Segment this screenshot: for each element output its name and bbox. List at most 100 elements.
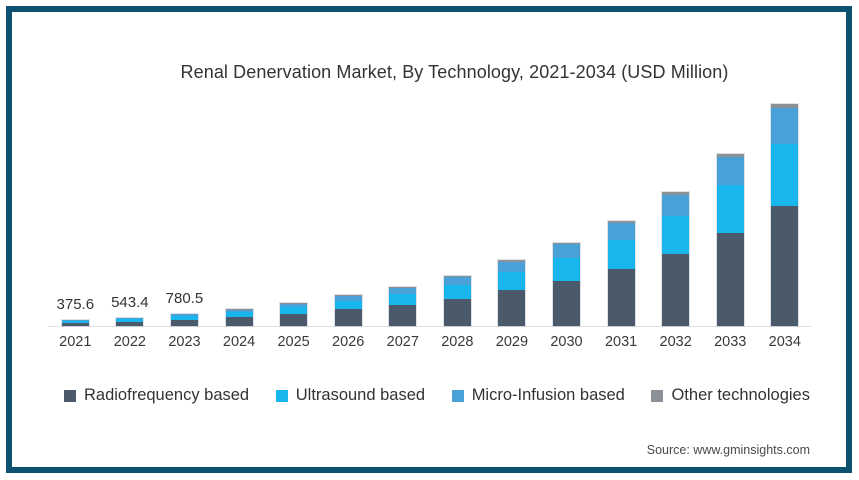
bar-slot-2022: 543.4 <box>103 104 158 326</box>
bar-segment-2032-radiofrequency-based <box>662 253 690 326</box>
bar-segment-2026-ultrasound-based <box>334 300 362 310</box>
bar-segment-2021-ultrasound-based <box>61 321 89 323</box>
bar-segment-2032-other-technologies <box>662 192 690 195</box>
x-tick-label-2034: 2034 <box>768 334 801 350</box>
x-tick-label-2029: 2029 <box>495 334 529 350</box>
bar-slot-2025 <box>266 104 321 326</box>
bar-segment-2026-micro-infusion-based <box>334 296 362 301</box>
legend-label: Micro-Infusion based <box>471 386 625 404</box>
bar-segment-2023-micro-infusion-based <box>170 314 198 317</box>
bar-slot-2026 <box>321 104 376 326</box>
bar-slot-2033 <box>703 104 758 326</box>
bar-slot-2028 <box>430 104 485 326</box>
plot-area: 375.6 543.4 780.5 <box>48 104 812 327</box>
bar-slot-2031 <box>594 104 649 326</box>
legend-label: Other technologies <box>671 386 810 404</box>
bar-segment-2028-micro-infusion-based <box>443 276 471 285</box>
bar-segment-2025-micro-infusion-based <box>280 303 308 308</box>
bar-segment-2029-ultrasound-based <box>498 272 526 291</box>
legend-label: Ultrasound based <box>295 386 426 404</box>
source-note: Source: www.gminsights.com <box>646 443 810 457</box>
x-tick-label-2027: 2027 <box>386 334 419 350</box>
bar-segment-2023-ultrasound-based <box>170 316 198 320</box>
bar-segment-2030-micro-infusion-based <box>552 244 580 258</box>
x-tick-label-2022: 2022 <box>113 334 146 350</box>
bar-segment-2030-radiofrequency-based <box>552 280 580 326</box>
bar-segment-2033-ultrasound-based <box>716 184 744 233</box>
x-tick-label-2021: 2021 <box>59 334 92 350</box>
bar-segment-2026-radiofrequency-based <box>334 309 362 326</box>
x-tick-label-2026: 2026 <box>332 334 365 350</box>
legend-item-ultrasound-based: Ultrasound based <box>275 386 426 405</box>
bar-slot-2029 <box>485 104 540 326</box>
bar-segment-2022-micro-infusion-based <box>116 317 144 320</box>
bar-segment-2029-micro-infusion-based <box>498 261 526 273</box>
bar-2026 <box>334 295 362 326</box>
bar-segment-2024-micro-infusion-based <box>225 309 253 313</box>
legend-label: Radiofrequency based <box>84 386 250 404</box>
bar-slot-2021: 375.6 <box>48 104 103 326</box>
x-axis: 2021 2022 2023 2024 2025 2026 2027 2028 2029 2030… <box>48 334 812 350</box>
bar-segment-2031-ultrasound-based <box>607 240 635 270</box>
bar-segment-2022-radiofrequency-based <box>116 321 144 326</box>
bar-slot-2034 <box>758 104 813 326</box>
bar-value-label-2021: 375.6 <box>56 296 95 314</box>
bar-segment-2021-radiofrequency-based <box>61 322 89 326</box>
bar-segment-2030-other-technologies <box>552 242 580 245</box>
bar-segment-2021-micro-infusion-based <box>61 320 89 322</box>
legend-item-other-technologies: Other technologies <box>651 386 810 405</box>
bar-2021 <box>61 320 89 326</box>
bar-segment-2033-radiofrequency-based <box>716 233 744 326</box>
bar-2030 <box>552 242 580 326</box>
legend-item-micro-infusion-based: Micro-Infusion based <box>451 386 625 405</box>
bar-segment-2029-other-technologies <box>498 260 526 262</box>
bar-segment-2031-other-technologies <box>607 221 635 224</box>
bar-segment-2027-radiofrequency-based <box>389 304 417 326</box>
bar-2025 <box>280 303 308 326</box>
bar-segment-2025-radiofrequency-based <box>280 313 308 326</box>
bar-segment-2031-radiofrequency-based <box>607 269 635 326</box>
bar-segment-2034-micro-infusion-based <box>771 108 799 144</box>
bar-2028 <box>443 275 471 326</box>
bar-2029 <box>498 260 526 326</box>
bar-segment-2032-ultrasound-based <box>662 216 690 254</box>
legend-swatch-icon <box>451 389 464 402</box>
legend-swatch-icon <box>651 389 664 402</box>
bar-segment-2028-ultrasound-based <box>443 284 471 299</box>
bar-segment-2030-ultrasound-based <box>552 257 580 281</box>
bar-2031 <box>607 221 635 326</box>
x-tick-label-2032: 2032 <box>659 334 692 350</box>
bar-segment-2033-micro-infusion-based <box>716 157 744 185</box>
bar-slot-2027 <box>375 104 430 326</box>
x-tick-label-2031: 2031 <box>604 334 638 350</box>
bar-2034 <box>771 104 799 326</box>
bar-segment-2031-micro-infusion-based <box>607 223 635 241</box>
bar-2022 <box>116 317 144 326</box>
bar-2027 <box>389 286 417 326</box>
bar-segment-2028-other-technologies <box>443 275 471 277</box>
bar-segment-2032-micro-infusion-based <box>662 194 690 217</box>
x-tick-label-2028: 2028 <box>441 334 474 350</box>
bar-segment-2028-radiofrequency-based <box>443 298 471 326</box>
bar-segment-2034-ultrasound-based <box>771 143 799 207</box>
chart-title: Renal Denervation Market, By Technology,… <box>180 62 729 82</box>
bar-2023 <box>170 314 198 326</box>
bar-segment-2022-ultrasound-based <box>116 319 144 322</box>
bar-segment-2034-radiofrequency-based <box>771 206 799 326</box>
bar-value-label-2022: 543.4 <box>111 293 149 311</box>
legend-swatch-icon <box>64 389 76 402</box>
legend: Radiofrequency based Ultrasound based Micr… <box>64 386 810 405</box>
x-tick-label-2023: 2023 <box>168 334 201 350</box>
bar-value-label-2023: 780.5 <box>165 290 204 308</box>
x-tick-label-2024: 2024 <box>222 334 256 350</box>
bar-slot-2023: 780.5 <box>157 104 212 326</box>
x-tick-label-2030: 2030 <box>550 334 583 350</box>
bar-2024 <box>225 309 253 326</box>
bar-slot-2024 <box>212 104 267 326</box>
bar-segment-2027-micro-infusion-based <box>389 287 417 294</box>
x-tick-label-2025: 2025 <box>277 334 310 350</box>
bar-segment-2033-other-technologies <box>716 153 744 158</box>
bar-2033 <box>716 153 744 326</box>
bar-segment-2027-ultrasound-based <box>389 294 417 305</box>
